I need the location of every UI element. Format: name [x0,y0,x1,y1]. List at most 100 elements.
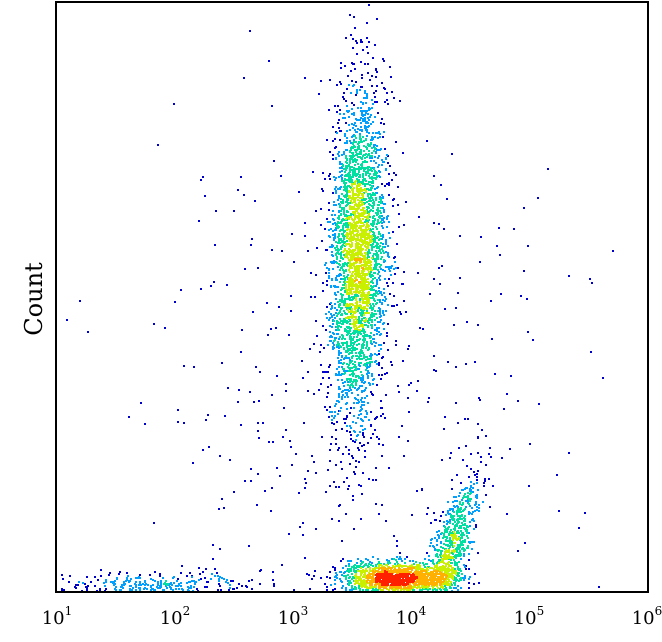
event-point [177,421,179,423]
event-point [343,98,345,100]
event-point [346,394,348,396]
event-point [370,289,372,291]
event-point [302,522,304,524]
event-point [343,481,345,483]
event-point [455,580,457,582]
event-point [341,366,343,368]
event-point [366,343,368,345]
event-point [355,81,357,83]
event-point [375,258,377,260]
event-point [348,583,350,585]
event-point [361,445,363,447]
event-point [387,253,389,255]
event-point [353,139,355,141]
event-point [337,333,339,335]
event-point [319,351,321,353]
event-point [331,336,333,338]
event-point [372,255,374,257]
event-point [312,171,314,173]
event-point [354,441,356,443]
event-point [365,279,367,281]
event-point [380,235,382,237]
event-point [363,306,365,308]
event-point [436,544,438,546]
event-point [438,530,440,532]
event-point [397,385,399,387]
event-point [349,303,351,305]
event-point [382,310,384,312]
event-point [349,155,351,157]
event-point [130,578,132,580]
event-point [351,315,353,317]
event-point [368,318,370,320]
event-point [338,350,340,352]
event-point [336,309,338,311]
event-point [348,124,350,126]
event-point [363,436,365,438]
event-point [350,92,352,94]
event-point [428,559,430,561]
event-point [348,317,350,319]
event-point [334,285,336,287]
event-point [352,161,354,163]
event-point [359,290,361,292]
event-point [478,397,480,399]
event-point [344,329,346,331]
event-point [126,577,128,579]
event-point [374,147,376,149]
event-point [455,573,457,575]
event-point [159,575,161,577]
event-point [458,561,460,563]
event-point [79,300,81,302]
event-point [337,251,339,253]
event-point [370,564,372,566]
event-point [423,564,425,566]
event-point [363,574,365,576]
event-point [339,311,341,313]
event-point [462,577,464,579]
event-point [347,560,349,562]
event-point [100,575,102,577]
event-point [341,177,343,179]
event-point [340,246,342,248]
event-point [346,142,348,144]
event-point [338,343,340,345]
event-point [311,455,313,457]
event-point [351,273,353,275]
event-point [362,328,364,330]
event-point [349,208,351,210]
event-point [351,352,353,354]
event-point [358,484,360,486]
event-point [407,397,409,399]
event-point [363,257,365,259]
event-point [371,99,373,101]
event-point [353,528,355,530]
event-point [345,165,347,167]
event-point [381,294,383,296]
event-point [368,153,370,155]
event-point [368,300,370,302]
event-point [435,555,437,557]
event-point [455,538,457,540]
event-point [349,229,351,231]
event-point [324,178,326,180]
event-point [340,293,342,295]
event-point [333,481,335,483]
event-point [126,579,128,581]
event-point [362,429,364,431]
event-point [367,281,369,283]
event-point [372,556,374,558]
event-point [509,448,511,450]
event-point [153,323,155,325]
event-point [361,267,363,269]
event-point [362,199,364,201]
event-point [348,565,350,567]
event-point [257,422,259,424]
event-point [377,219,379,221]
event-point [350,216,352,218]
event-point [232,580,234,582]
event-point [320,364,322,366]
event-point [349,328,351,330]
event-point [584,512,586,514]
event-point [468,532,470,534]
